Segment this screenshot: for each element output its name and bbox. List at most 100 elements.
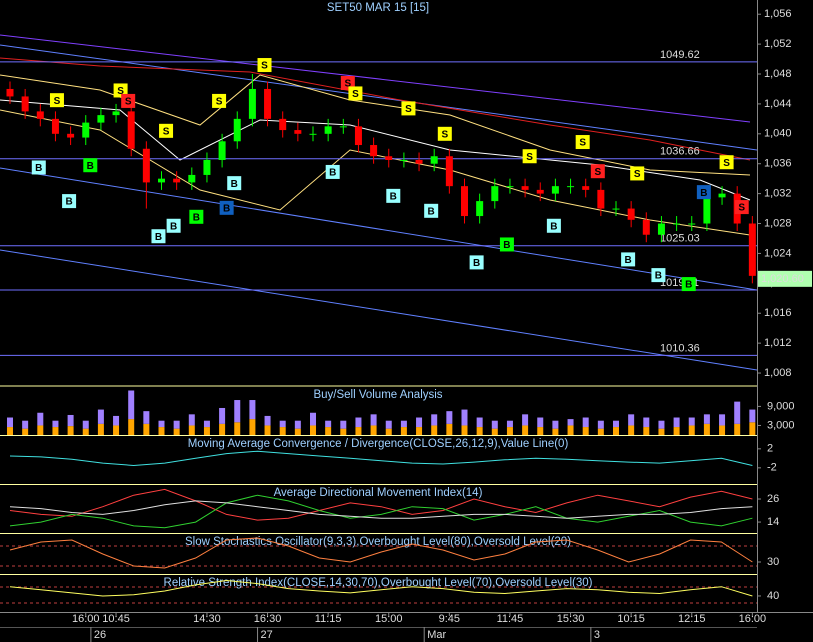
signal-marker — [121, 93, 136, 108]
volume-bar — [506, 427, 513, 435]
candle-body — [203, 159, 211, 175]
candle-body — [536, 189, 544, 194]
volume-bar — [400, 420, 407, 428]
signal-marker — [189, 209, 204, 224]
level-label: 1049.62 — [660, 49, 700, 61]
volume-bar — [173, 420, 180, 429]
signal-marker — [590, 164, 605, 179]
candle-body — [551, 186, 559, 194]
signal-label: B — [65, 197, 72, 208]
candle-body — [188, 174, 196, 183]
indicator-line — [9, 450, 753, 467]
date-label: 27 — [261, 629, 273, 641]
signal-label: B — [473, 258, 480, 269]
x-tick-label: 16:00 — [72, 613, 100, 625]
candle-body — [294, 130, 302, 134]
signal-label: B — [155, 232, 162, 243]
volume-bar — [37, 425, 44, 435]
volume-bar — [370, 425, 377, 435]
signal-marker — [212, 93, 227, 108]
candle-body — [567, 186, 575, 188]
volume-bar — [688, 417, 695, 426]
volume-bar — [67, 414, 74, 427]
volume-bar — [158, 420, 165, 428]
signal-marker — [325, 164, 340, 179]
volume-bar — [719, 414, 726, 426]
candle-body — [582, 186, 590, 190]
volume-bar — [355, 427, 362, 435]
volume-bar — [400, 427, 407, 435]
y-tick-label: 14 — [767, 516, 779, 528]
candle-body — [127, 111, 135, 149]
volume-bar — [203, 427, 210, 435]
signal-marker — [151, 229, 166, 244]
volume-bar — [673, 427, 680, 435]
signal-marker — [348, 86, 363, 101]
volume-bar — [749, 409, 756, 423]
volume-bar — [658, 420, 665, 429]
signal-marker — [734, 200, 749, 215]
x-tick-label: 16:00 — [739, 613, 767, 625]
signal-marker — [469, 255, 484, 270]
signal-marker — [499, 237, 514, 252]
volume-bar — [67, 426, 74, 435]
signal-marker — [696, 185, 711, 200]
volume-bar — [22, 428, 29, 435]
candle-body — [248, 88, 256, 119]
y-tick-label: 1,044 — [764, 98, 792, 110]
volume-bar — [522, 425, 529, 435]
panel-title: Slow Stochastics Oscillator(9,3,3),Overb… — [185, 536, 571, 548]
candle-body — [67, 133, 75, 138]
volume-bar — [461, 425, 468, 435]
candle-body — [688, 223, 696, 225]
volume-bar — [552, 420, 559, 429]
volume-bar — [658, 428, 665, 435]
signal-label: B — [231, 179, 238, 190]
volume-bar — [734, 401, 741, 424]
level-label: 1025.03 — [660, 233, 700, 245]
candle-body — [112, 111, 120, 116]
volume-bar — [355, 417, 362, 428]
date-label: Mar — [427, 629, 446, 641]
y-tick-label: 40 — [767, 590, 779, 602]
volume-bar — [673, 417, 680, 428]
signal-label: S — [125, 97, 132, 108]
signal-label: S — [723, 158, 730, 169]
signal-label: S — [579, 138, 586, 149]
indicator-line — [9, 537, 753, 569]
candle-body — [51, 118, 59, 134]
volume-bar — [476, 427, 483, 435]
trend-line — [0, 44, 758, 151]
volume-bar — [734, 423, 741, 435]
volume-bar — [203, 420, 210, 428]
volume-bar — [279, 420, 286, 428]
volume-bar — [52, 420, 59, 428]
y-tick-label: 1,052 — [764, 38, 792, 50]
volume-bar — [416, 417, 423, 428]
panel-title: Moving Average Convergence / Divergence(… — [188, 438, 569, 450]
volume-bar — [128, 419, 135, 435]
candle-body — [218, 141, 226, 160]
signal-label: S — [441, 129, 448, 140]
volume-bar — [537, 417, 544, 428]
chart-title: SET50 MAR 15 [15] — [327, 2, 429, 14]
signal-label: B — [87, 161, 94, 172]
candle-body — [173, 178, 181, 183]
volume-bar — [249, 400, 256, 420]
volume-bar — [703, 414, 710, 424]
volume-bar — [219, 423, 226, 435]
volume-bar — [188, 414, 195, 426]
volume-bar — [158, 427, 165, 435]
y-tick-label: 1,032 — [764, 188, 792, 200]
last-price-label: 1,020.60 — [761, 273, 804, 285]
signal-marker — [62, 194, 77, 209]
candle-body — [279, 118, 287, 131]
level-lines — [0, 545, 757, 604]
x-tick-label: 16:30 — [254, 613, 282, 625]
signal-marker — [681, 277, 696, 292]
volume-bar — [310, 412, 316, 426]
x-tick-label: 15:30 — [557, 613, 585, 625]
signal-label: S — [261, 61, 268, 72]
volume-bar — [491, 428, 498, 435]
volume-bar — [234, 400, 241, 423]
